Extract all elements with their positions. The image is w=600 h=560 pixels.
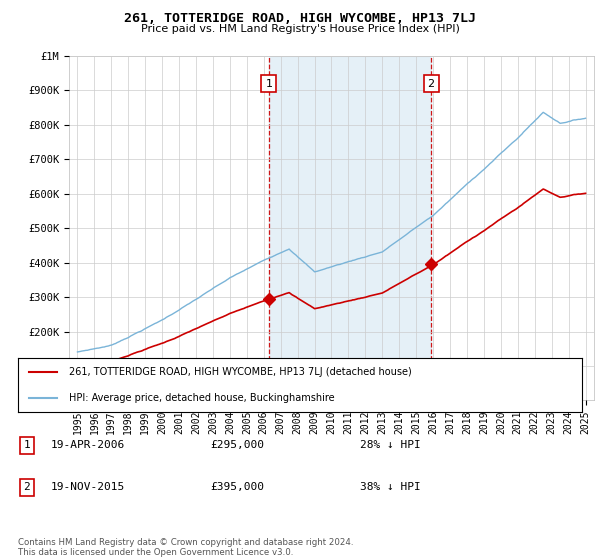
Text: Price paid vs. HM Land Registry's House Price Index (HPI): Price paid vs. HM Land Registry's House … — [140, 24, 460, 34]
Text: 38% ↓ HPI: 38% ↓ HPI — [360, 482, 421, 492]
Text: 1: 1 — [23, 440, 31, 450]
Text: Contains HM Land Registry data © Crown copyright and database right 2024.
This d: Contains HM Land Registry data © Crown c… — [18, 538, 353, 557]
Text: 19-APR-2006: 19-APR-2006 — [51, 440, 125, 450]
Text: 261, TOTTERIDGE ROAD, HIGH WYCOMBE, HP13 7LJ (detached house): 261, TOTTERIDGE ROAD, HIGH WYCOMBE, HP13… — [69, 367, 412, 377]
Text: 1: 1 — [265, 78, 272, 88]
Text: 19-NOV-2015: 19-NOV-2015 — [51, 482, 125, 492]
Text: 28% ↓ HPI: 28% ↓ HPI — [360, 440, 421, 450]
Text: 2: 2 — [428, 78, 434, 88]
Text: 261, TOTTERIDGE ROAD, HIGH WYCOMBE, HP13 7LJ: 261, TOTTERIDGE ROAD, HIGH WYCOMBE, HP13… — [124, 12, 476, 25]
Text: £295,000: £295,000 — [210, 440, 264, 450]
Text: £395,000: £395,000 — [210, 482, 264, 492]
Text: 2: 2 — [23, 482, 31, 492]
Text: HPI: Average price, detached house, Buckinghamshire: HPI: Average price, detached house, Buck… — [69, 393, 334, 403]
